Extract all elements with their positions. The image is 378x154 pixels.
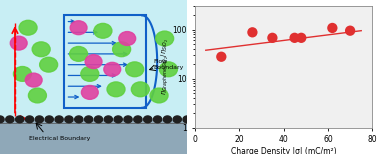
Circle shape <box>119 32 136 45</box>
Circle shape <box>35 116 43 123</box>
Circle shape <box>144 116 152 123</box>
Circle shape <box>25 116 34 123</box>
X-axis label: Charge Density |σ| (mC/m²): Charge Density |σ| (mC/m²) <box>231 147 336 154</box>
Circle shape <box>75 116 83 123</box>
Circle shape <box>134 116 142 123</box>
Circle shape <box>25 73 42 87</box>
Circle shape <box>156 31 174 46</box>
Point <box>270 37 276 39</box>
Circle shape <box>94 23 112 38</box>
Circle shape <box>114 116 122 123</box>
Circle shape <box>81 67 99 81</box>
Circle shape <box>153 116 162 123</box>
Circle shape <box>173 116 181 123</box>
Circle shape <box>15 116 24 123</box>
Circle shape <box>104 116 112 123</box>
Circle shape <box>163 116 172 123</box>
Circle shape <box>32 42 50 57</box>
Circle shape <box>183 116 191 123</box>
Circle shape <box>70 47 88 61</box>
Point <box>218 55 225 58</box>
Circle shape <box>160 62 177 77</box>
Circle shape <box>45 116 53 123</box>
Circle shape <box>14 67 31 81</box>
Point <box>249 31 256 34</box>
Circle shape <box>107 82 125 97</box>
Point <box>298 37 304 39</box>
Circle shape <box>70 21 87 35</box>
Circle shape <box>94 116 102 123</box>
Y-axis label: $\eta_{Graphene/SiO_2}/\eta_{SiO_2}$: $\eta_{Graphene/SiO_2}/\eta_{SiO_2}$ <box>160 38 171 95</box>
Circle shape <box>10 36 27 50</box>
Circle shape <box>40 57 57 72</box>
Bar <box>64 15 146 108</box>
Text: Flow
Boundary: Flow Boundary <box>153 59 184 70</box>
Circle shape <box>19 20 37 35</box>
Text: Electrical Boundary: Electrical Boundary <box>29 136 91 141</box>
Circle shape <box>104 62 121 76</box>
Circle shape <box>85 55 102 69</box>
Circle shape <box>113 42 131 57</box>
Point <box>291 37 297 39</box>
Circle shape <box>126 62 144 77</box>
Circle shape <box>85 116 93 123</box>
Circle shape <box>28 88 46 103</box>
Circle shape <box>0 116 4 123</box>
Circle shape <box>65 116 73 123</box>
Circle shape <box>150 88 168 103</box>
Bar <box>0 120 187 154</box>
Point <box>347 29 353 32</box>
Circle shape <box>124 116 132 123</box>
Circle shape <box>55 116 63 123</box>
Point <box>329 27 335 29</box>
Circle shape <box>6 116 14 123</box>
Bar <box>0 0 187 120</box>
Circle shape <box>81 85 98 99</box>
Circle shape <box>131 82 149 97</box>
